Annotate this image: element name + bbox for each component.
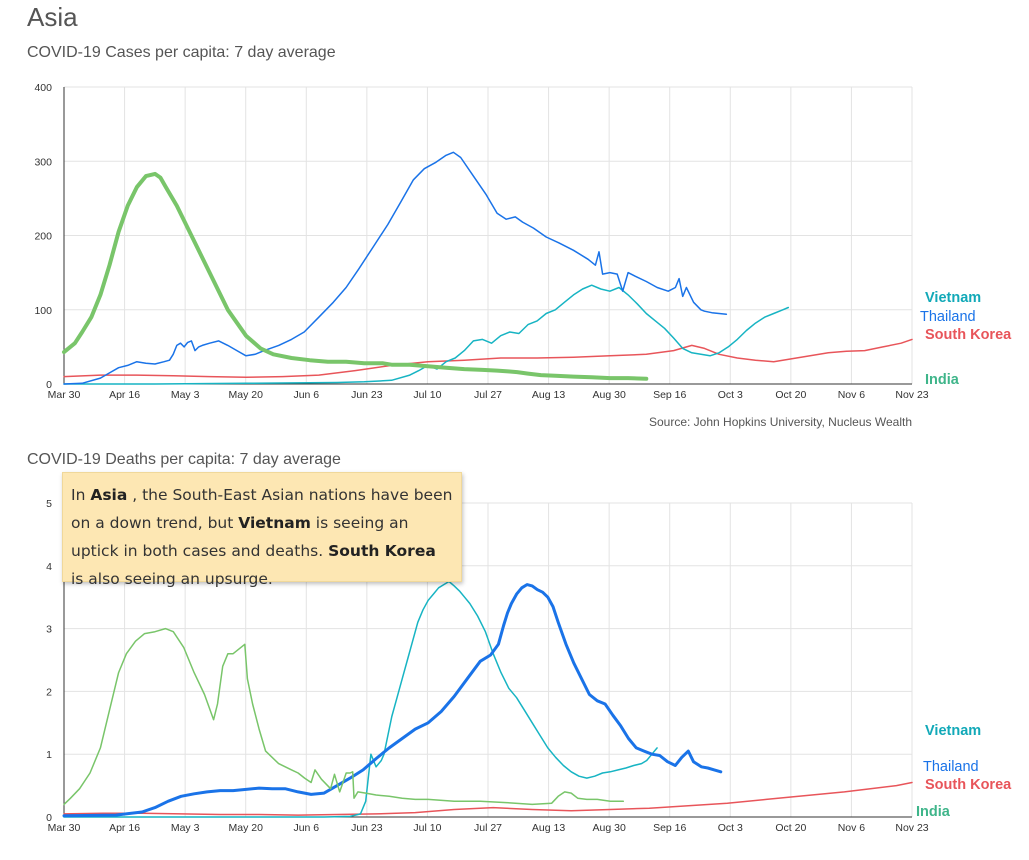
y-tick-label: 1 [46,749,52,761]
series-label-thailand: Thailand [920,309,976,325]
series-label-india: India [916,804,951,820]
x-tick-label: May 20 [228,822,263,834]
note-highlight: Vietnam [238,514,311,532]
annotation-note: In Asia , the South-East Asian nations h… [62,472,462,588]
x-tick-label: Aug 30 [593,389,626,401]
x-tick-label: May 3 [171,389,200,401]
deaths-chart-title: COVID-19 Deaths per capita: 7 day averag… [27,451,341,468]
x-tick-label: Jul 27 [474,822,502,834]
x-tick-label: Jun 6 [293,389,319,401]
series-label-vietnam: Vietnam [925,723,981,739]
x-tick-label: Sep 16 [653,389,686,401]
x-tick-label: Jul 10 [413,822,441,834]
series-line-thailand [63,151,728,385]
note-text: is also seeing an upsurge. [71,570,273,588]
x-tick-label: Nov 6 [838,822,866,834]
x-tick-label: Jul 27 [474,389,502,401]
x-tick-label: Aug 13 [532,822,565,834]
x-tick-label: Aug 30 [593,822,626,834]
series-line-india [62,171,649,381]
series-line-india [63,627,625,806]
page-title: Asia [27,2,78,32]
x-tick-label: Oct 20 [775,822,806,834]
series-line-south-korea [63,781,913,816]
note-text: In [71,486,91,504]
note-text: is seeing an uptick in both cases and de… [71,514,409,560]
cases-chart-title: COVID-19 Cases per capita: 7 day average [27,44,336,61]
y-tick-label: 4 [46,561,52,573]
y-tick-label: 0 [46,812,52,824]
x-tick-label: Jun 6 [293,822,319,834]
x-tick-label: Apr 16 [109,822,140,834]
x-tick-label: Oct 20 [775,389,806,401]
x-tick-label: Nov 23 [895,389,928,401]
x-tick-label: Oct 3 [718,822,743,834]
series-label-india: India [925,372,960,388]
x-tick-label: Nov 23 [895,822,928,834]
y-tick-label: 2 [46,686,52,698]
note-highlight: South Korea [328,542,436,560]
x-tick-label: May 20 [228,389,263,401]
series-line-south-korea [63,338,913,379]
x-tick-label: Jun 23 [351,822,383,834]
y-tick-label: 5 [46,498,52,510]
x-tick-label: May 3 [171,822,200,834]
y-tick-label: 200 [34,231,52,243]
y-tick-label: 0 [46,379,52,391]
y-tick-label: 3 [46,624,52,636]
note-text: , the South-East Asian nations have been… [71,486,453,532]
x-tick-label: Mar 30 [48,822,81,834]
x-tick-label: Mar 30 [48,389,81,401]
x-tick-label: Oct 3 [718,389,743,401]
x-tick-label: Sep 16 [653,822,686,834]
series-label-south-korea: South Korea [925,327,1012,343]
x-tick-label: Aug 13 [532,389,565,401]
note-highlight: Asia [90,486,128,504]
x-tick-label: Jul 10 [413,389,441,401]
y-tick-label: 300 [34,156,52,168]
series-label-vietnam: Vietnam [925,290,981,306]
series-line-vietnam [63,580,658,818]
source-note: Source: John Hopkins University, Nucleus… [648,415,912,429]
series-line-thailand [62,583,723,818]
x-tick-label: Apr 16 [109,389,140,401]
series-label-thailand: Thailand [923,759,979,775]
x-tick-label: Nov 6 [838,389,866,401]
series-label-south-korea: South Korea [925,777,1012,793]
y-tick-label: 400 [34,82,52,94]
y-tick-label: 100 [34,305,52,317]
x-tick-label: Jun 23 [351,389,383,401]
series-line-vietnam [63,284,790,385]
